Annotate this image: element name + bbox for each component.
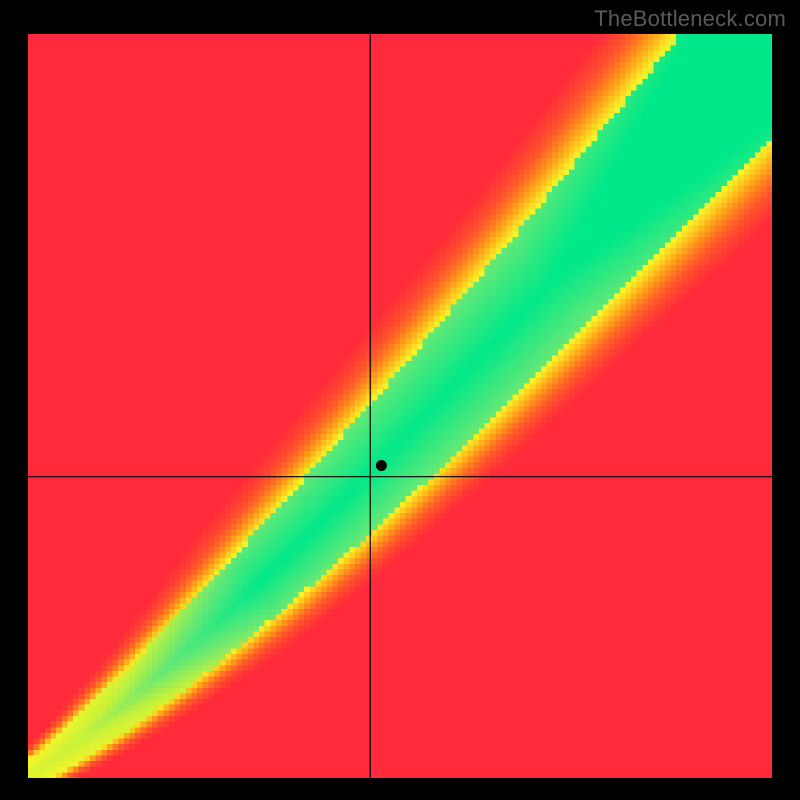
chart-root: TheBottleneck.com <box>0 0 800 800</box>
plot-frame <box>28 34 772 778</box>
heatmap-canvas <box>28 34 772 778</box>
watermark-label: TheBottleneck.com <box>594 6 786 32</box>
